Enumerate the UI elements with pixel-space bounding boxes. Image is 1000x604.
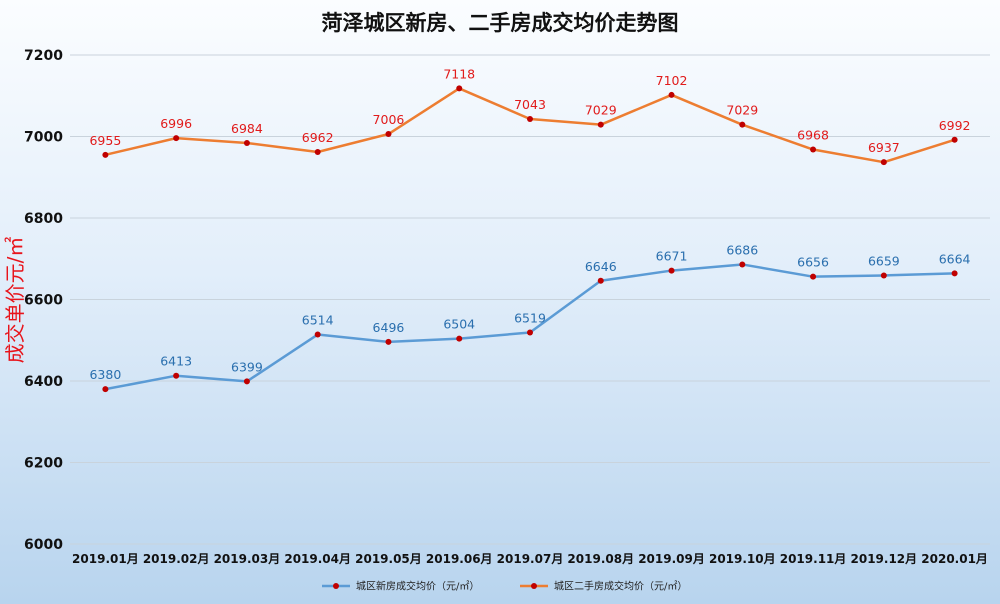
x-tick-label: 2019.12月 xyxy=(851,552,918,566)
x-tick-label: 2020.01月 xyxy=(921,552,988,566)
series-layer xyxy=(102,85,958,393)
data-label: 6659 xyxy=(868,253,900,268)
data-point xyxy=(102,151,109,158)
data-point xyxy=(314,331,321,338)
legend-label: 城区二手房成交均价（元/㎡） xyxy=(554,580,687,593)
data-point xyxy=(527,329,533,336)
y-tick-label: 7200 xyxy=(24,48,63,64)
data-point xyxy=(243,378,250,385)
data-point xyxy=(880,159,887,166)
data-point xyxy=(527,115,533,122)
data-point xyxy=(880,272,887,279)
data-label: 6656 xyxy=(797,255,829,270)
data-point xyxy=(668,91,675,98)
chart-title: 菏泽城区新房、二手房成交均价走势图 xyxy=(322,11,679,35)
data-label: 7029 xyxy=(726,103,758,118)
data-point xyxy=(597,121,604,128)
x-tick-label: 2019.10月 xyxy=(709,552,776,566)
data-label: 6504 xyxy=(443,317,475,332)
x-tick-label: 2019.11月 xyxy=(780,552,847,566)
data-point xyxy=(456,85,463,92)
data-point xyxy=(951,136,958,143)
data-point xyxy=(597,277,604,284)
data-labels: 6380 6413 6399 6514 6496 6504 6519 6646 6671 6686… xyxy=(89,66,970,382)
data-point xyxy=(668,267,675,274)
data-label: 7029 xyxy=(585,103,617,118)
data-point xyxy=(951,270,958,277)
data-label: 7102 xyxy=(656,73,688,88)
data-point xyxy=(456,335,463,342)
data-label: 6380 xyxy=(89,367,121,382)
legend-marker xyxy=(333,583,339,589)
data-label: 6686 xyxy=(726,242,758,257)
data-point xyxy=(314,148,321,155)
data-point xyxy=(739,121,746,128)
x-tick-label: 2019.08月 xyxy=(567,552,634,566)
data-label: 6962 xyxy=(302,130,334,145)
legend: 城区新房成交均价（元/㎡） 城区二手房成交均价（元/㎡） xyxy=(322,580,687,593)
data-label: 6955 xyxy=(89,133,121,148)
x-tick-label: 2019.09月 xyxy=(638,552,705,566)
gridlines xyxy=(70,54,990,545)
data-label: 7118 xyxy=(443,66,475,81)
y-tick-label: 6000 xyxy=(24,537,63,553)
y-tick-label: 6600 xyxy=(24,293,63,309)
data-label: 6968 xyxy=(797,128,829,143)
y-tick-label: 6800 xyxy=(24,211,63,227)
x-tick-label: 2019.06月 xyxy=(426,552,493,566)
data-label: 6399 xyxy=(231,359,263,374)
data-point xyxy=(173,372,180,379)
data-point xyxy=(385,338,392,345)
x-tick-label: 2019.04月 xyxy=(284,552,351,566)
axes: 6000 6200 6400 6600 6800 7000 7200 2019.01月 2019… xyxy=(24,48,988,566)
y-axis-label: 成交单价元/㎡ xyxy=(3,237,27,364)
y-tick-label: 6200 xyxy=(24,456,63,472)
data-label: 6496 xyxy=(373,320,405,335)
x-tick-label: 2019.03月 xyxy=(214,552,281,566)
data-point xyxy=(173,135,180,142)
data-label: 6514 xyxy=(302,313,334,328)
x-tick-label: 2019.07月 xyxy=(497,552,564,566)
data-point xyxy=(243,140,250,147)
x-tick-label: 2019.02月 xyxy=(143,552,210,566)
data-label: 6984 xyxy=(231,121,263,136)
data-label: 6996 xyxy=(160,116,192,131)
data-point xyxy=(810,273,817,280)
data-point xyxy=(102,386,109,393)
data-label: 6519 xyxy=(514,311,546,326)
legend-label: 城区新房成交均价（元/㎡） xyxy=(356,580,479,593)
x-tick-label: 2019.01月 xyxy=(72,552,139,566)
data-label: 6671 xyxy=(656,249,688,264)
data-label: 6646 xyxy=(585,259,617,274)
data-label: 6664 xyxy=(939,251,971,266)
y-tick-label: 7000 xyxy=(24,130,63,146)
data-label: 6937 xyxy=(868,140,900,155)
data-label: 7006 xyxy=(373,112,405,127)
data-label: 6992 xyxy=(939,118,971,133)
data-point xyxy=(739,261,746,268)
data-point xyxy=(385,131,392,138)
data-point xyxy=(810,146,817,153)
data-label: 7043 xyxy=(514,97,546,112)
x-tick-label: 2019.05月 xyxy=(355,552,422,566)
data-label: 6413 xyxy=(160,354,192,369)
y-tick-label: 6400 xyxy=(24,374,63,390)
legend-marker xyxy=(531,583,537,589)
